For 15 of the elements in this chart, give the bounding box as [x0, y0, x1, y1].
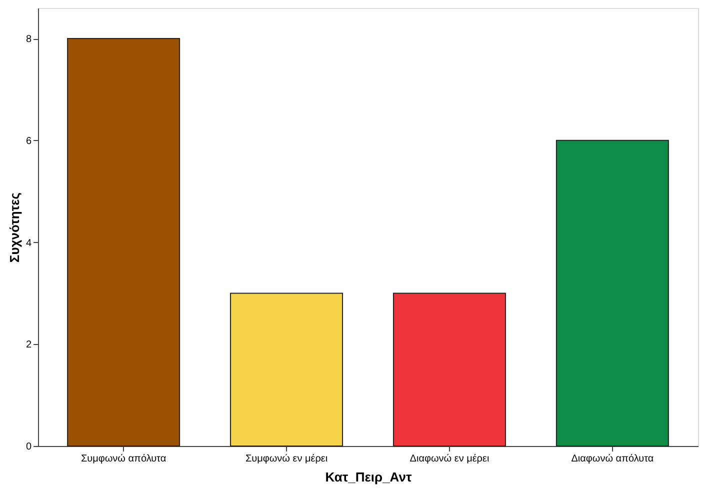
x-tick-label: Διαφωνώ εν μέρει	[410, 454, 490, 464]
y-tick-label: 8	[26, 34, 32, 46]
bar	[67, 38, 180, 446]
y-axis-title: Συχνότητες	[6, 192, 22, 263]
x-axis-title: Κατ_Πειρ_Αντ	[325, 470, 412, 484]
y-tick-label: 2	[26, 340, 32, 351]
bar	[230, 292, 344, 446]
bar	[556, 140, 669, 446]
x-tick-label: Συμφωνώ απόλυτα	[80, 454, 166, 464]
bar	[392, 292, 506, 446]
y-tick-label: 4	[26, 238, 32, 249]
y-tick-label: 6	[26, 136, 32, 147]
y-tick-label: 0	[26, 442, 32, 452]
x-tick-label: Διαφωνώ απόλυτα	[571, 454, 654, 464]
x-tick-label: Συμφωνώ εν μέρει	[245, 454, 328, 464]
